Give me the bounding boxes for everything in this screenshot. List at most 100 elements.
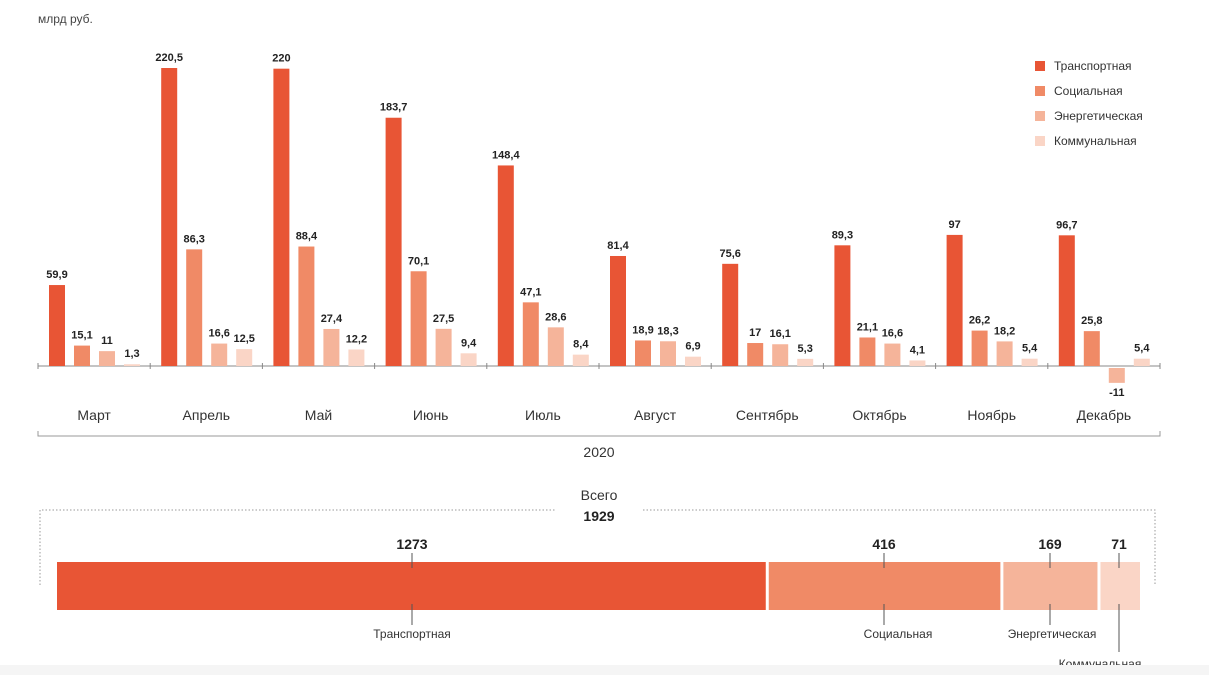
bar-transport [834,245,851,366]
bar-energy [435,328,452,366]
bar-communal [348,349,365,366]
total-segment-transport [57,562,766,610]
year-bracket [37,431,1161,437]
bar-transport [385,117,402,366]
data-label-social: 17 [749,327,761,339]
total-segment-communal [1100,562,1140,610]
bar-communal [685,356,701,366]
legend-item-social: Социальная [1035,78,1143,103]
data-label-communal: 8,4 [573,339,589,351]
bottom-strip [0,665,1209,675]
total-segment-social [768,562,1001,610]
bar-energy [772,344,789,366]
total-segment-value: 71 [1111,536,1127,552]
legend-label-transport: Транспортная [1054,58,1132,73]
data-label-transport: 59,9 [46,269,67,281]
bar-transport [946,234,963,366]
x-tick-label: Март [77,407,111,423]
data-label-energy: 11 [101,335,113,347]
total-segment-value: 1273 [396,536,427,552]
bar-energy [323,328,340,366]
data-label-energy: 18,3 [657,325,678,337]
bar-energy [99,351,115,366]
bar-communal [236,349,253,366]
legend-swatch-social [1035,85,1045,96]
legend-swatch-communal [1035,135,1045,146]
bar-transport [1058,235,1075,366]
data-label-transport: 81,4 [607,240,629,252]
legend-label-communal: Коммунальная [1054,133,1137,148]
data-label-communal: 5,4 [1134,343,1150,355]
total-category-label: Социальная [864,627,933,641]
bar-transport [610,255,626,366]
bar-communal [797,358,814,366]
total-bracket-left [39,509,555,585]
data-label-transport: 220 [272,53,290,65]
data-label-social: 70,1 [408,255,429,267]
data-label-transport: 183,7 [380,102,408,114]
data-label-communal: 12,2 [346,334,367,346]
data-label-social: 25,8 [1081,315,1102,327]
data-label-social: 86,3 [183,233,204,245]
data-label-social: 18,9 [632,324,653,336]
legend-swatch-energy [1035,110,1045,121]
bar-communal [1133,358,1150,366]
data-label-communal: 12,5 [233,333,254,345]
legend-item-energy: Энергетическая [1035,103,1143,128]
bar-energy [660,341,676,366]
bar-communal [572,354,589,366]
data-label-transport: 220,5 [155,52,183,64]
x-tick-label: Декабрь [1077,407,1132,423]
legend: Транспортная Социальная Энергетическая К… [1035,53,1143,153]
data-label-energy: 16,1 [769,328,790,340]
legend-label-energy: Энергетическая [1054,108,1143,123]
bar-energy [996,341,1013,366]
data-label-social: 15,1 [71,330,92,342]
bar-communal [909,360,926,366]
bar-social [522,302,539,366]
total-label: Всего [581,487,618,503]
data-label-communal: 6,9 [685,341,700,353]
data-label-transport: 75,6 [719,248,740,260]
bar-communal [124,364,140,366]
data-label-social: 26,2 [969,315,990,327]
x-tick-label: Май [305,407,332,423]
data-label-social: 47,1 [520,286,541,298]
data-label-communal: 5,4 [1022,343,1038,355]
data-label-energy: 18,2 [994,325,1015,337]
data-label-energy: 28,6 [545,311,566,323]
legend-item-communal: Коммунальная [1035,128,1143,153]
unit-label: млрд руб. [38,12,93,26]
bar-transport [273,68,290,367]
total-category-label: Энергетическая [1008,627,1097,641]
x-tick-label: Август [634,407,677,423]
bar-transport [497,165,514,366]
data-label-energy: 16,6 [208,328,229,340]
data-label-transport: 97 [948,219,960,231]
legend-label-social: Социальная [1054,83,1123,98]
data-label-energy: 16,6 [882,328,903,340]
bar-communal [1021,358,1038,366]
data-label-social: 88,4 [296,231,318,243]
x-tick-label: Июнь [413,407,449,423]
bar-transport [722,263,739,366]
total-category-label: Транспортная [373,627,451,641]
bar-transport [161,68,178,366]
data-label-energy: 27,4 [321,313,343,325]
bar-social [298,246,315,366]
legend-item-transport: Транспортная [1035,53,1143,78]
bar-energy [547,327,564,366]
x-tick-label: Апрель [183,407,231,423]
data-label-social: 21,1 [857,321,878,333]
total-segment-energy [1003,562,1098,610]
legend-swatch-transport [1035,60,1045,71]
bar-social [410,271,427,366]
data-label-communal: 4,1 [910,344,925,356]
data-label-communal: 9,4 [461,337,477,349]
x-tick-label: Октябрь [852,407,906,423]
bar-energy [884,343,901,366]
data-label-communal: 5,3 [798,343,813,355]
bar-transport [49,285,65,366]
